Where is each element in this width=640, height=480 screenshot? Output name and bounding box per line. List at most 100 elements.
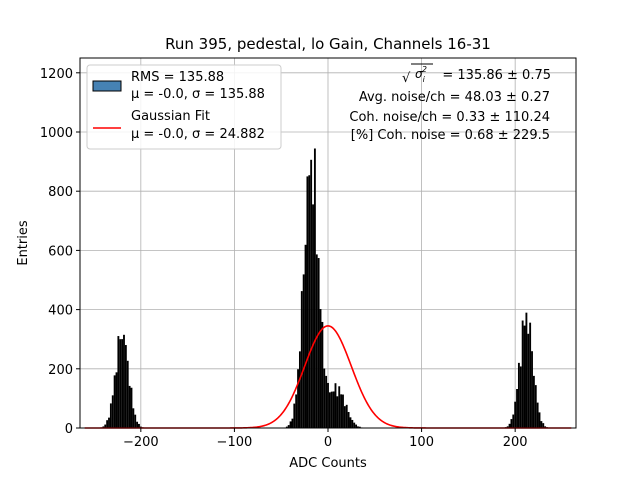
histogram-bar xyxy=(519,366,522,428)
histogram-bar xyxy=(130,387,133,428)
y-tick-label: 600 xyxy=(48,244,73,259)
histogram-bar xyxy=(111,395,114,428)
y-tick-label: 1200 xyxy=(40,67,73,82)
histogram-bar xyxy=(121,339,124,428)
histogram-bar xyxy=(325,375,328,428)
x-axis-label: ADC Counts xyxy=(289,456,367,471)
histogram-bar xyxy=(138,423,140,428)
histogram-bar xyxy=(308,175,311,428)
histogram-bar xyxy=(302,274,305,428)
histogram-bar xyxy=(126,360,129,428)
histogram-bar xyxy=(538,412,541,428)
histogram-bar xyxy=(334,383,337,428)
histogram-bar xyxy=(506,426,509,428)
avg-noise-annotation: Avg. noise/ch = 48.03 ± 0.27 xyxy=(359,90,550,105)
histogram-bar xyxy=(297,369,299,428)
histogram-bar xyxy=(289,421,292,428)
histogram-bar xyxy=(298,351,301,428)
histogram-bar xyxy=(124,345,127,428)
histogram-bars xyxy=(100,148,548,428)
histogram-bar xyxy=(106,420,109,428)
histogram-bar xyxy=(323,368,326,428)
histogram-bar xyxy=(542,423,545,428)
y-axis-ticks: 0 200 400 600 800 1000 1200 xyxy=(40,67,80,437)
histogram-bar xyxy=(304,244,307,428)
y-tick-label: 400 xyxy=(48,304,73,319)
legend: RMS = 135.88 μ = -0.0, σ = 135.88 Gaussi… xyxy=(86,64,282,150)
legend-box xyxy=(86,64,282,150)
histogram-bar xyxy=(517,362,520,428)
histogram-bar xyxy=(351,419,354,428)
histogram-bar xyxy=(347,412,350,428)
histogram-bar xyxy=(358,426,361,428)
histogram-bar xyxy=(128,385,131,428)
histogram-bar xyxy=(113,375,116,428)
y-tick-label: 1000 xyxy=(40,126,73,141)
histogram-bar xyxy=(532,375,535,428)
sqrt-symbol: √ xyxy=(402,71,411,86)
histogram-bar xyxy=(544,426,547,428)
histogram-bar xyxy=(338,386,341,428)
histogram-bar xyxy=(534,385,537,428)
y-tick-label: 800 xyxy=(48,185,73,200)
histogram-bar xyxy=(514,401,517,428)
histogram-bar xyxy=(313,148,316,428)
histogram-bar xyxy=(340,394,343,428)
legend-histogram-patch xyxy=(92,80,122,92)
x-tick-label: 0 xyxy=(324,435,332,450)
x-tick-label: 100 xyxy=(409,435,434,450)
histogram-bar xyxy=(312,204,314,428)
histogram-bar xyxy=(315,254,318,428)
histogram-bar xyxy=(357,426,359,428)
histogram-bar xyxy=(319,309,322,428)
pct-coh-noise-annotation: [%] Coh. noise = 0.68 ± 229.5 xyxy=(351,128,550,143)
x-tick-label: −200 xyxy=(123,435,159,450)
histogram-bar xyxy=(512,414,515,428)
histogram-bar xyxy=(525,312,528,428)
histogram-bar xyxy=(349,417,352,428)
histogram-bar xyxy=(342,394,344,428)
histogram-bar xyxy=(536,402,539,428)
histogram-bar xyxy=(523,325,526,428)
histogram-bar xyxy=(293,403,296,428)
histogram-bar xyxy=(345,404,348,428)
legend-fit-line2: μ = -0.0, σ = 24.882 xyxy=(131,127,265,142)
histogram-bar xyxy=(306,176,309,428)
histogram-bar xyxy=(328,392,331,428)
histogram-bar xyxy=(540,421,543,428)
x-tick-label: 200 xyxy=(503,435,528,450)
histogram-bar xyxy=(117,336,120,428)
histogram-bar xyxy=(109,403,112,428)
y-tick-label: 200 xyxy=(48,363,73,378)
histogram-bar xyxy=(310,159,313,428)
histogram-bar xyxy=(521,320,524,428)
histogram-bar xyxy=(516,389,518,428)
histogram-bar xyxy=(295,394,298,428)
y-tick-label: 0 xyxy=(65,422,73,437)
histogram-bar xyxy=(529,322,532,428)
histogram-bar xyxy=(327,382,329,428)
histogram-bar xyxy=(508,423,511,428)
y-axis-label: Entries xyxy=(16,220,31,266)
histogram-bar xyxy=(332,391,335,428)
x-tick-label: −100 xyxy=(217,435,253,450)
histogram-bar xyxy=(104,424,107,428)
sigma-sum-value: = 135.86 ± 0.75 xyxy=(442,68,551,83)
histogram-bar xyxy=(336,396,339,428)
histogram-bar xyxy=(300,291,303,428)
histogram-bar xyxy=(134,414,137,428)
histogram-bar xyxy=(119,339,122,428)
histogram-bar xyxy=(285,426,288,428)
legend-histogram-line2: μ = -0.0, σ = 135.88 xyxy=(131,87,265,102)
x-axis-ticks: −200 −100 0 100 200 xyxy=(123,428,528,450)
histogram-bar xyxy=(343,406,346,428)
histogram-bar xyxy=(317,258,320,428)
histogram-bar xyxy=(287,425,290,428)
histogram-bar xyxy=(355,424,358,428)
histogram-bar xyxy=(132,408,135,428)
histogram-bar xyxy=(291,418,294,428)
histogram-bar xyxy=(510,419,513,428)
sigma-sum-annotation: √ σi2 = 135.86 ± 0.75 xyxy=(402,63,551,86)
histogram-bar xyxy=(330,391,333,428)
